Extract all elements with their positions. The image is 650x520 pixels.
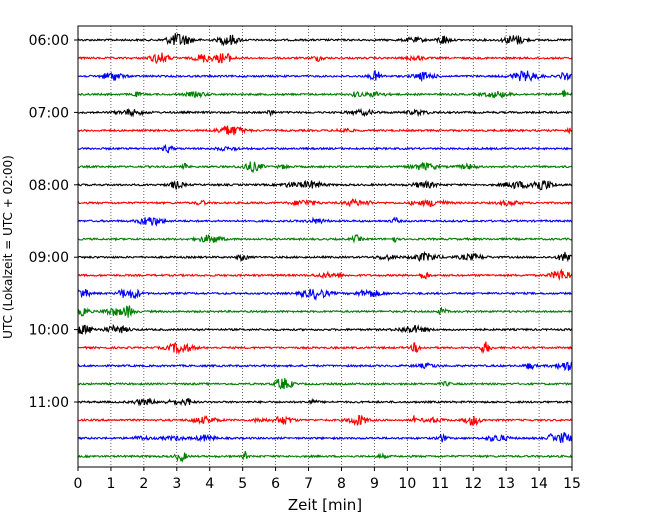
x-tick-label: 10 (398, 476, 416, 492)
x-tick-label: 4 (205, 476, 214, 492)
seismic-trace (77, 450, 573, 463)
y-tick-label: 10:00 (29, 323, 69, 339)
y-tick-label: 06:00 (29, 33, 69, 49)
seismic-trace (77, 52, 573, 65)
seismic-trace (77, 234, 573, 244)
y-axis-label: UTC (Lokalzeit = UTC + 02:00) (1, 155, 15, 339)
seismic-trace (77, 432, 573, 444)
plot-frame (77, 25, 573, 468)
x-tick-label: 0 (74, 476, 83, 492)
seismic-trace (77, 305, 573, 318)
seismic-trace (77, 414, 573, 427)
x-axis-label: Zeit [min] (288, 496, 362, 514)
x-tick-label: 13 (497, 476, 515, 492)
y-tick-label: 08:00 (29, 178, 69, 194)
seismic-trace (77, 89, 573, 99)
x-tick-label: 14 (530, 476, 548, 492)
seismic-traces (77, 33, 573, 463)
x-tick-label: 11 (431, 476, 449, 492)
x-axis-ticks: 0 1 2 3 4 5 6 7 8 9 10 11 12 13 14 15 (74, 467, 581, 492)
seismic-trace (77, 216, 573, 227)
seismic-trace (77, 341, 573, 355)
seismic-trace (77, 125, 573, 136)
y-tick-label: 11:00 (29, 395, 69, 411)
seismic-trace (77, 69, 573, 83)
x-tick-label: 15 (563, 476, 581, 492)
seismic-trace (77, 250, 573, 263)
x-tick-label: 1 (106, 476, 115, 492)
seismic-trace (77, 378, 573, 390)
x-tick-label: 9 (370, 476, 379, 492)
seismic-trace (77, 161, 573, 174)
plot-area (78, 26, 572, 467)
x-tick-label: 7 (304, 476, 313, 492)
x-tick-label: 5 (238, 476, 247, 492)
seismic-trace (77, 323, 573, 335)
x-tick-label: 12 (464, 476, 482, 492)
seismic-trace (77, 268, 573, 282)
x-tick-label: 2 (139, 476, 148, 492)
seismic-trace (77, 198, 573, 208)
seismic-trace (77, 33, 573, 47)
seismic-trace (77, 361, 573, 372)
seismic-trace (77, 288, 573, 302)
x-tick-label: 8 (337, 476, 346, 492)
seismic-trace (77, 397, 573, 407)
y-tick-label: 07:00 (29, 105, 69, 121)
seismic-trace (77, 107, 573, 118)
x-tick-label: 6 (271, 476, 280, 492)
x-tick-label: 3 (172, 476, 181, 492)
y-axis-ticks: 06:00 07:00 08:00 09:00 10:00 11:00 (29, 33, 78, 411)
seismic-trace (77, 179, 573, 191)
seismic-trace (77, 143, 573, 154)
y-tick-label: 09:00 (29, 250, 69, 266)
